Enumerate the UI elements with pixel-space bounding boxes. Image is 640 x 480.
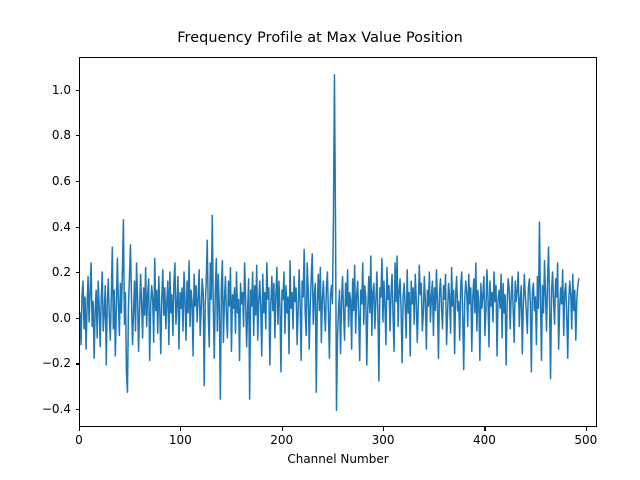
- y-tick-label: 0.2: [51, 265, 71, 280]
- x-tick-label: 0: [75, 433, 83, 447]
- y-tick-mark: [75, 363, 79, 365]
- x-tick-label: 200: [270, 433, 294, 447]
- amplitude-series-line: [80, 75, 579, 411]
- y-tick-mark: [75, 317, 79, 319]
- y-tick-mark: [75, 272, 79, 274]
- x-tick-mark: [484, 427, 486, 431]
- x-axis-label: Channel Number: [287, 452, 389, 466]
- x-tick-mark: [180, 427, 182, 431]
- x-tick-mark: [79, 427, 81, 431]
- line-plot-svg: [80, 58, 596, 426]
- x-tick-label: 100: [168, 433, 192, 447]
- y-tick-label: −0.2: [41, 356, 71, 371]
- y-tick-label: 0.0: [51, 310, 71, 325]
- y-tick-mark: [75, 135, 79, 137]
- y-tick-mark: [75, 181, 79, 183]
- x-tick-mark: [585, 427, 587, 431]
- y-tick-mark: [75, 89, 79, 91]
- y-tick-label: 0.4: [51, 219, 71, 234]
- y-tick-label: −0.4: [41, 402, 71, 417]
- x-tick-mark: [383, 427, 385, 431]
- y-tick-label: 0.8: [51, 128, 71, 143]
- y-tick-label: 0.6: [51, 174, 71, 188]
- x-tick-mark: [281, 427, 283, 431]
- x-tick-label: 500: [574, 433, 598, 447]
- y-tick-mark: [75, 226, 79, 228]
- y-tick-mark: [75, 409, 79, 411]
- y-tick-label: 1.0: [51, 82, 71, 97]
- x-tick-label: 300: [371, 433, 395, 447]
- chart-title: Frequency Profile at Max Value Position: [177, 30, 463, 46]
- x-tick-label: 400: [473, 433, 496, 447]
- plot-axes: [79, 57, 597, 427]
